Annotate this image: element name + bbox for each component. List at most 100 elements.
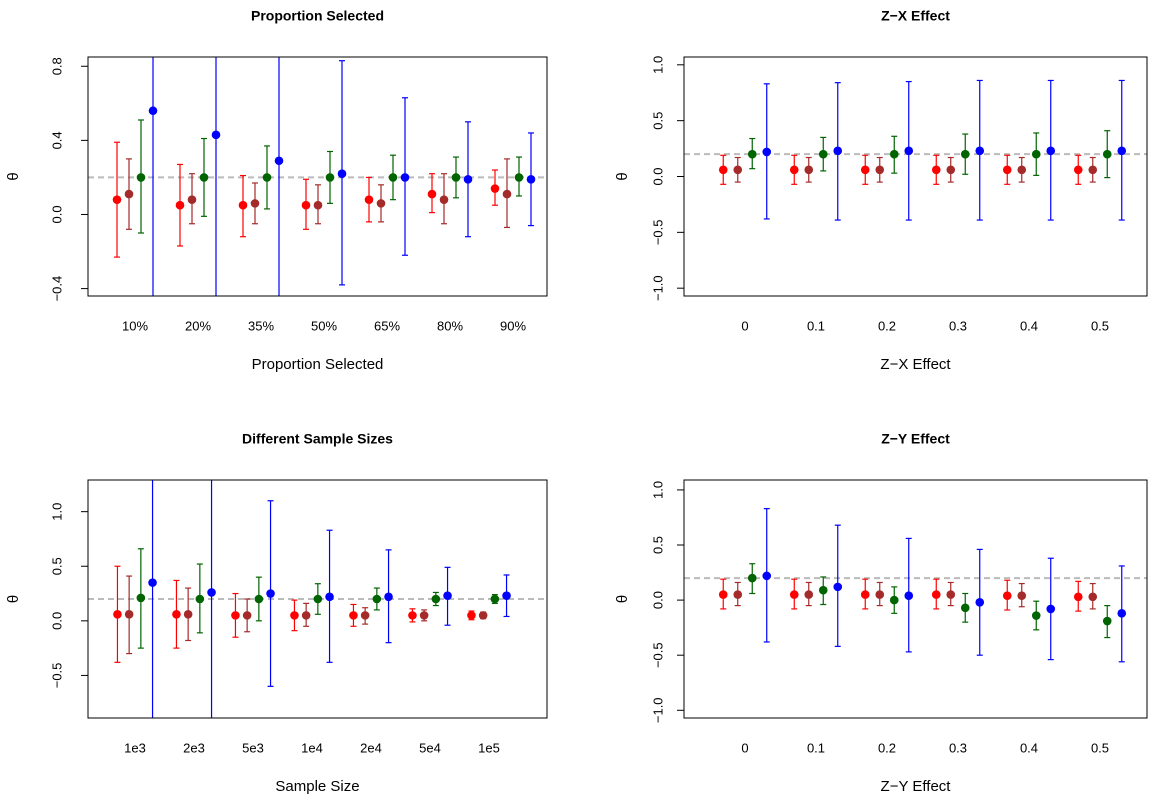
- point: [238, 200, 248, 210]
- point: [148, 106, 158, 116]
- y-tick-label: −0.5: [650, 642, 665, 668]
- x-tick-label: 0: [741, 318, 748, 333]
- point: [804, 165, 814, 175]
- y-tick-label: −1.0: [650, 275, 665, 301]
- y-tick-label: −0.4: [49, 276, 64, 302]
- point: [1017, 165, 1027, 175]
- point: [266, 589, 275, 598]
- y-tick-label: 0.0: [650, 591, 665, 609]
- point: [1002, 165, 1012, 175]
- point: [384, 592, 393, 602]
- x-tick-label: 10%: [122, 318, 148, 333]
- point: [960, 149, 970, 159]
- point: [1046, 604, 1056, 614]
- point: [975, 598, 985, 607]
- x-tick-label: 0.2: [878, 318, 896, 333]
- plot-area: [88, 57, 547, 296]
- point: [1031, 611, 1041, 620]
- point: [514, 173, 524, 182]
- point: [502, 591, 511, 601]
- point: [254, 594, 264, 604]
- point: [789, 165, 799, 175]
- point: [112, 195, 122, 204]
- y-axis-label: θ: [614, 595, 631, 603]
- y-tick-label: 0.5: [650, 536, 665, 554]
- point: [1002, 591, 1012, 600]
- point: [274, 156, 284, 166]
- point: [187, 195, 197, 204]
- point: [175, 200, 185, 210]
- point: [733, 590, 743, 599]
- point: [931, 165, 941, 175]
- plot-frame: [87, 56, 548, 297]
- x-tick-label: 20%: [185, 318, 211, 333]
- point: [960, 603, 970, 613]
- plot-frame: [683, 479, 1148, 719]
- x-tick-label: 0.3: [949, 318, 967, 333]
- point: [463, 174, 473, 184]
- point: [250, 199, 260, 208]
- point: [946, 590, 956, 599]
- point: [325, 592, 334, 602]
- point: [762, 147, 772, 157]
- panel-title: Z−X Effect: [881, 8, 950, 24]
- y-axis-label: θ: [614, 172, 631, 180]
- point: [337, 169, 347, 179]
- y-tick-label: 0.0: [650, 167, 665, 185]
- x-tick-label: 0.1: [807, 318, 825, 333]
- point: [419, 611, 429, 620]
- point: [718, 165, 728, 175]
- point: [1088, 592, 1098, 602]
- y-tick-label: −0.5: [49, 663, 64, 689]
- point: [325, 173, 335, 182]
- x-axis-label: Proportion Selected: [252, 356, 384, 373]
- point: [875, 590, 885, 599]
- plot-area: [88, 480, 547, 718]
- point: [349, 611, 358, 620]
- point: [1117, 146, 1127, 156]
- point: [124, 189, 134, 199]
- y-tick-label: 0.5: [650, 112, 665, 130]
- x-tick-label: 90%: [500, 318, 526, 333]
- y-tick-label: 1.0: [49, 503, 64, 521]
- point: [408, 611, 417, 620]
- point: [313, 594, 323, 604]
- point: [427, 189, 437, 199]
- point: [242, 611, 252, 620]
- point: [1046, 146, 1056, 156]
- panel-title: Proportion Selected: [251, 8, 384, 24]
- point: [195, 594, 205, 604]
- point: [860, 590, 870, 599]
- point: [733, 165, 743, 175]
- point: [946, 165, 956, 175]
- y-tick-label: 0.5: [49, 557, 64, 575]
- y-tick-label: −1.0: [650, 697, 665, 723]
- y-tick-label: 0.0: [49, 205, 64, 223]
- point: [1017, 591, 1027, 600]
- point: [372, 594, 382, 604]
- panel-title: Different Sample Sizes: [242, 431, 393, 447]
- point: [904, 591, 914, 600]
- x-axis-label: Z−X Effect: [880, 356, 951, 373]
- x-tick-label: 0.2: [878, 740, 896, 755]
- point: [789, 590, 799, 599]
- x-tick-label: 0: [741, 740, 748, 755]
- x-tick-label: 35%: [248, 318, 274, 333]
- point: [1102, 616, 1112, 626]
- y-tick-label: 0.0: [49, 612, 64, 630]
- point: [975, 146, 985, 156]
- x-tick-label: 80%: [437, 318, 463, 333]
- point: [136, 593, 146, 603]
- point: [875, 165, 885, 175]
- point: [490, 184, 500, 193]
- point: [762, 571, 772, 581]
- point: [301, 611, 311, 620]
- x-tick-label: 1e4: [301, 740, 323, 755]
- point: [904, 146, 914, 156]
- y-tick-label: −0.5: [650, 220, 665, 246]
- y-axis-label: θ: [5, 595, 22, 603]
- point: [502, 189, 512, 199]
- point: [388, 173, 398, 182]
- point: [124, 609, 134, 619]
- point: [860, 165, 870, 175]
